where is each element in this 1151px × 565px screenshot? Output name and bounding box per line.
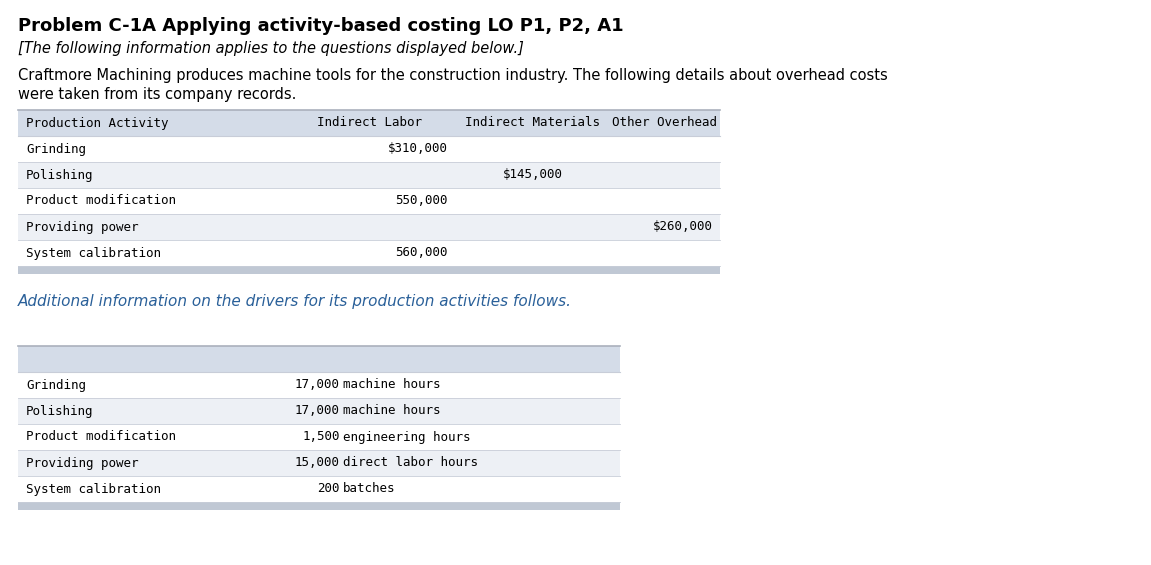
Text: Providing power: Providing power [26, 220, 138, 233]
FancyBboxPatch shape [18, 424, 620, 450]
FancyBboxPatch shape [18, 476, 620, 502]
Text: System calibration: System calibration [26, 483, 161, 496]
Text: [The following information applies to the questions displayed below.]: [The following information applies to th… [18, 41, 524, 56]
FancyBboxPatch shape [18, 162, 721, 188]
Text: 560,000: 560,000 [396, 246, 448, 259]
Text: Other Overhead: Other Overhead [612, 116, 717, 129]
Text: Polishing: Polishing [26, 168, 93, 181]
FancyBboxPatch shape [18, 398, 620, 424]
Text: Polishing: Polishing [26, 405, 93, 418]
Text: were taken from its company records.: were taken from its company records. [18, 87, 296, 102]
Text: direct labor hours: direct labor hours [343, 457, 478, 470]
FancyBboxPatch shape [18, 136, 721, 162]
FancyBboxPatch shape [18, 240, 721, 266]
Text: System calibration: System calibration [26, 246, 161, 259]
Text: engineering hours: engineering hours [343, 431, 471, 444]
Text: 550,000: 550,000 [396, 194, 448, 207]
FancyBboxPatch shape [18, 450, 620, 476]
Text: Production Activity: Production Activity [26, 116, 168, 129]
Text: Indirect Materials: Indirect Materials [465, 116, 600, 129]
Text: 17,000: 17,000 [295, 405, 340, 418]
FancyBboxPatch shape [18, 188, 721, 214]
Text: Craftmore Machining produces machine tools for the construction industry. The fo: Craftmore Machining produces machine too… [18, 68, 887, 83]
Text: 1,500: 1,500 [303, 431, 340, 444]
Text: batches: batches [343, 483, 396, 496]
Text: Additional information on the drivers for its production activities follows.: Additional information on the drivers fo… [18, 294, 572, 309]
Text: Grinding: Grinding [26, 142, 86, 155]
FancyBboxPatch shape [18, 372, 620, 398]
Text: Grinding: Grinding [26, 379, 86, 392]
FancyBboxPatch shape [18, 502, 620, 510]
Text: machine hours: machine hours [343, 405, 441, 418]
Text: $310,000: $310,000 [388, 142, 448, 155]
Text: Indirect Labor: Indirect Labor [318, 116, 422, 129]
Text: $145,000: $145,000 [503, 168, 563, 181]
FancyBboxPatch shape [18, 346, 620, 372]
Text: Problem C-1A Applying activity-based costing LO P1, P2, A1: Problem C-1A Applying activity-based cos… [18, 17, 624, 35]
FancyBboxPatch shape [18, 110, 721, 136]
FancyBboxPatch shape [18, 266, 721, 274]
FancyBboxPatch shape [18, 214, 721, 240]
Text: 15,000: 15,000 [295, 457, 340, 470]
Text: machine hours: machine hours [343, 379, 441, 392]
Text: Product modification: Product modification [26, 431, 176, 444]
Text: 200: 200 [318, 483, 340, 496]
Text: $260,000: $260,000 [653, 220, 712, 233]
Text: 17,000: 17,000 [295, 379, 340, 392]
Text: Providing power: Providing power [26, 457, 138, 470]
Text: Product modification: Product modification [26, 194, 176, 207]
